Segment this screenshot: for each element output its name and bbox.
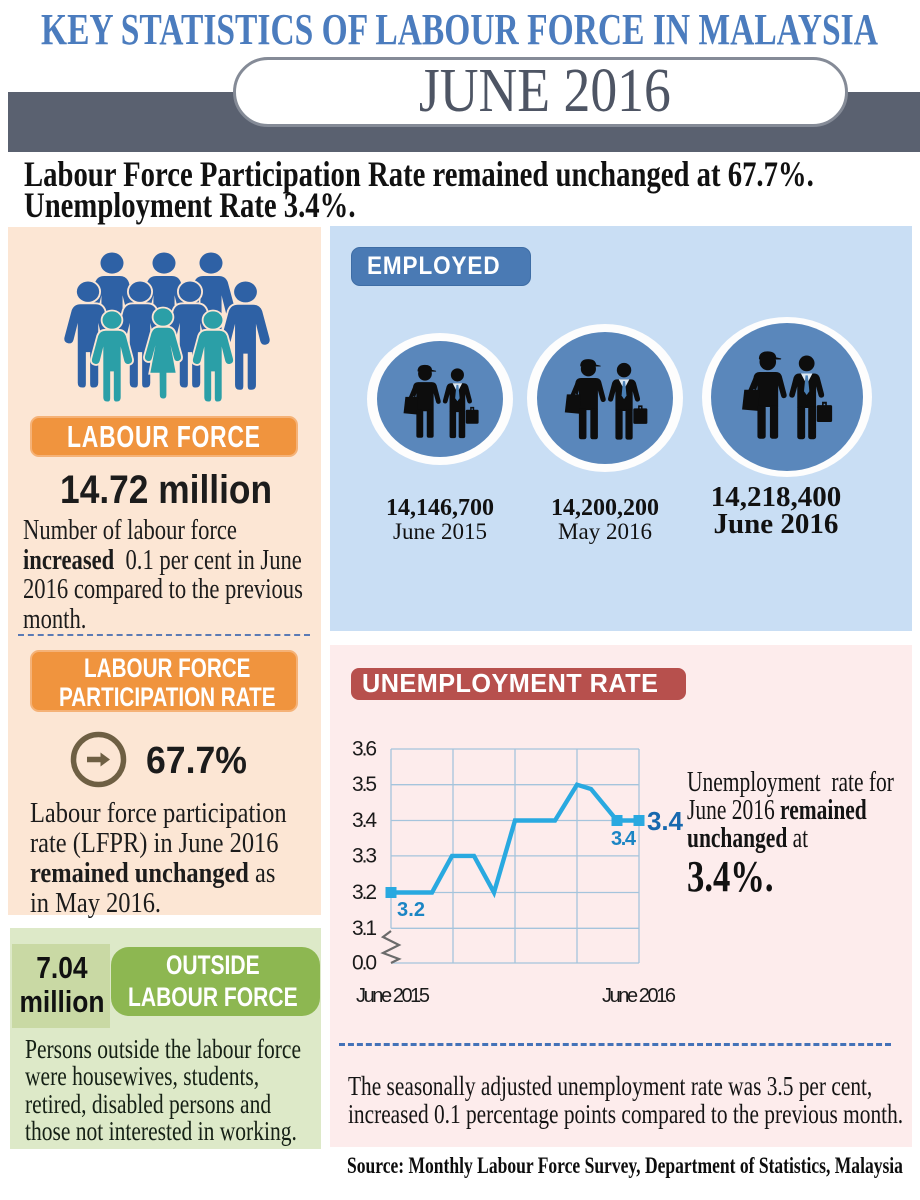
svg-text:3.4: 3.4 — [611, 828, 637, 850]
svg-text:3.2: 3.2 — [397, 899, 425, 921]
svg-text:3.1: 3.1 — [352, 917, 377, 940]
svg-text:June 2016: June 2016 — [602, 985, 676, 1007]
svg-text:3.4: 3.4 — [352, 809, 377, 832]
svg-text:3.5: 3.5 — [352, 773, 377, 796]
svg-text:0.0: 0.0 — [352, 952, 377, 975]
svg-text:3.3: 3.3 — [352, 844, 377, 867]
svg-text:3.6: 3.6 — [352, 738, 377, 761]
svg-text:3.2: 3.2 — [352, 881, 377, 904]
svg-text:3.4: 3.4 — [647, 806, 684, 836]
svg-text:June 2015: June 2015 — [356, 985, 430, 1007]
